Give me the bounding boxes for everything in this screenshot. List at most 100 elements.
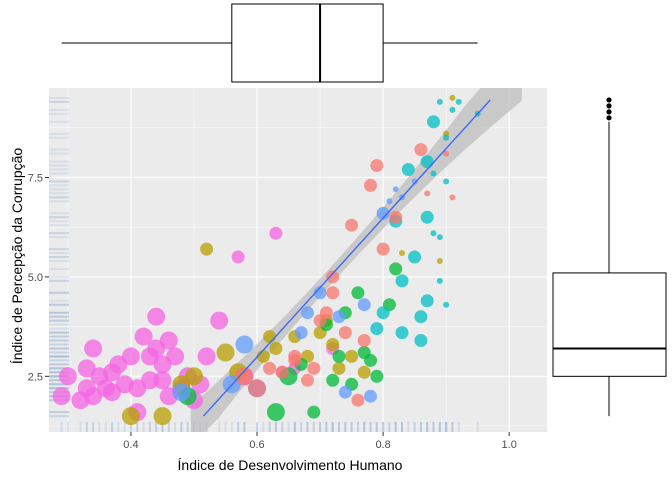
scatter-point <box>263 330 277 344</box>
scatter-point <box>235 335 254 354</box>
scatter-point <box>420 155 434 169</box>
scatter-point <box>52 387 71 406</box>
y-axis-title: Índice de Percepção da Corrupção <box>9 148 25 365</box>
scatter-point <box>392 186 399 193</box>
scatter-point <box>248 379 266 398</box>
scatter-point <box>364 178 377 192</box>
x-axis-title: Índice de Desenvolvimento Humano <box>178 457 403 473</box>
scatter-point <box>443 301 450 308</box>
scatter-point <box>294 326 308 340</box>
y-axis-ticks: 2.5 5.0 7.5 <box>28 172 49 383</box>
scatter-point <box>326 286 340 300</box>
scatter-point <box>376 306 390 320</box>
scatter-point <box>121 407 140 426</box>
scatter-point <box>443 178 450 185</box>
scatter-point <box>332 349 346 363</box>
scatter-point <box>307 361 321 375</box>
x-tick-label: 1.0 <box>502 439 517 451</box>
scatter-point <box>326 338 340 351</box>
x-tick-label: 0.8 <box>375 439 390 451</box>
x-tick-label: 0.4 <box>123 439 138 451</box>
scatter-point <box>345 349 359 363</box>
scatter-point <box>326 373 340 387</box>
scatter-point <box>430 230 437 237</box>
right-box-outlier <box>606 103 612 109</box>
x-axis-ticks: 0.4 0.6 0.8 1.0 <box>123 432 517 451</box>
scatter-point <box>364 353 377 367</box>
scatter-point <box>256 349 270 363</box>
scatter-point <box>401 163 415 176</box>
scatter-point <box>357 365 371 379</box>
scatter-point <box>84 339 103 358</box>
scatter-point <box>436 98 443 105</box>
scatter-point <box>345 218 359 232</box>
scatter-point <box>408 250 422 264</box>
scatter-points <box>52 94 481 426</box>
scatter-point <box>443 134 450 141</box>
scatter-point <box>301 306 314 320</box>
scatter-point <box>414 143 428 157</box>
scatter-point <box>153 371 172 390</box>
scatter-point <box>166 347 185 366</box>
scatter-point <box>351 286 365 300</box>
y-tick-label: 7.5 <box>28 172 43 184</box>
scatter-point <box>455 98 462 105</box>
scatter-point <box>364 389 377 403</box>
scatter-point <box>172 383 191 402</box>
scatter-point <box>449 106 456 113</box>
right-boxplot-ipc <box>552 97 667 417</box>
scatter-point <box>313 286 327 300</box>
scatter-point <box>288 349 302 363</box>
scatter-point <box>266 403 285 422</box>
top-boxplot-idh <box>61 3 478 83</box>
scatter-point <box>216 343 235 362</box>
y-tick-label: 5.0 <box>28 272 43 284</box>
scatter-point <box>147 307 166 326</box>
scatter-point <box>427 115 440 129</box>
scatter-point <box>395 274 409 288</box>
scatter-point <box>301 373 314 387</box>
x-rug <box>60 422 479 432</box>
scatter-point <box>436 277 443 284</box>
scatter-point <box>430 170 437 177</box>
scatter-point <box>269 226 283 240</box>
scatter-point <box>185 367 203 386</box>
scatter-point <box>58 367 77 386</box>
scatter-point <box>210 311 229 330</box>
scatter-point <box>376 206 390 220</box>
scatter-point <box>197 347 216 366</box>
scatter-point <box>332 310 346 324</box>
scatter-point <box>370 322 384 336</box>
scatter-point <box>134 327 153 346</box>
scatter-point <box>332 361 346 375</box>
scatter-point <box>357 298 371 312</box>
right-box-outlier <box>606 97 612 103</box>
scatter-point <box>153 407 172 426</box>
x-tick-label: 0.6 <box>249 439 264 451</box>
scatter-point <box>200 242 214 256</box>
scatter-point <box>389 262 403 276</box>
right-box-body <box>552 272 667 377</box>
scatter-point <box>159 331 178 350</box>
regression-line <box>202 99 491 417</box>
scatter-point <box>338 385 352 399</box>
scatter-point <box>420 294 434 308</box>
scatter-point <box>351 393 365 407</box>
scatter-point <box>411 178 418 185</box>
scatter-point <box>414 310 428 324</box>
scatter-point <box>326 270 340 284</box>
scatter-point <box>420 210 434 224</box>
scatter-point <box>338 326 352 340</box>
scatter-point <box>414 334 428 347</box>
scatter-point <box>319 306 333 320</box>
top-box-body <box>231 3 384 83</box>
scatter-point <box>386 198 393 205</box>
scatter-point <box>376 242 390 256</box>
scatter-point <box>399 250 405 256</box>
scatter-point <box>395 326 409 340</box>
scatter-point <box>370 369 384 383</box>
scatter-point <box>235 367 254 386</box>
major-gridlines <box>49 88 547 432</box>
y-tick-label: 2.5 <box>28 371 43 383</box>
right-box-outlier <box>606 109 612 115</box>
